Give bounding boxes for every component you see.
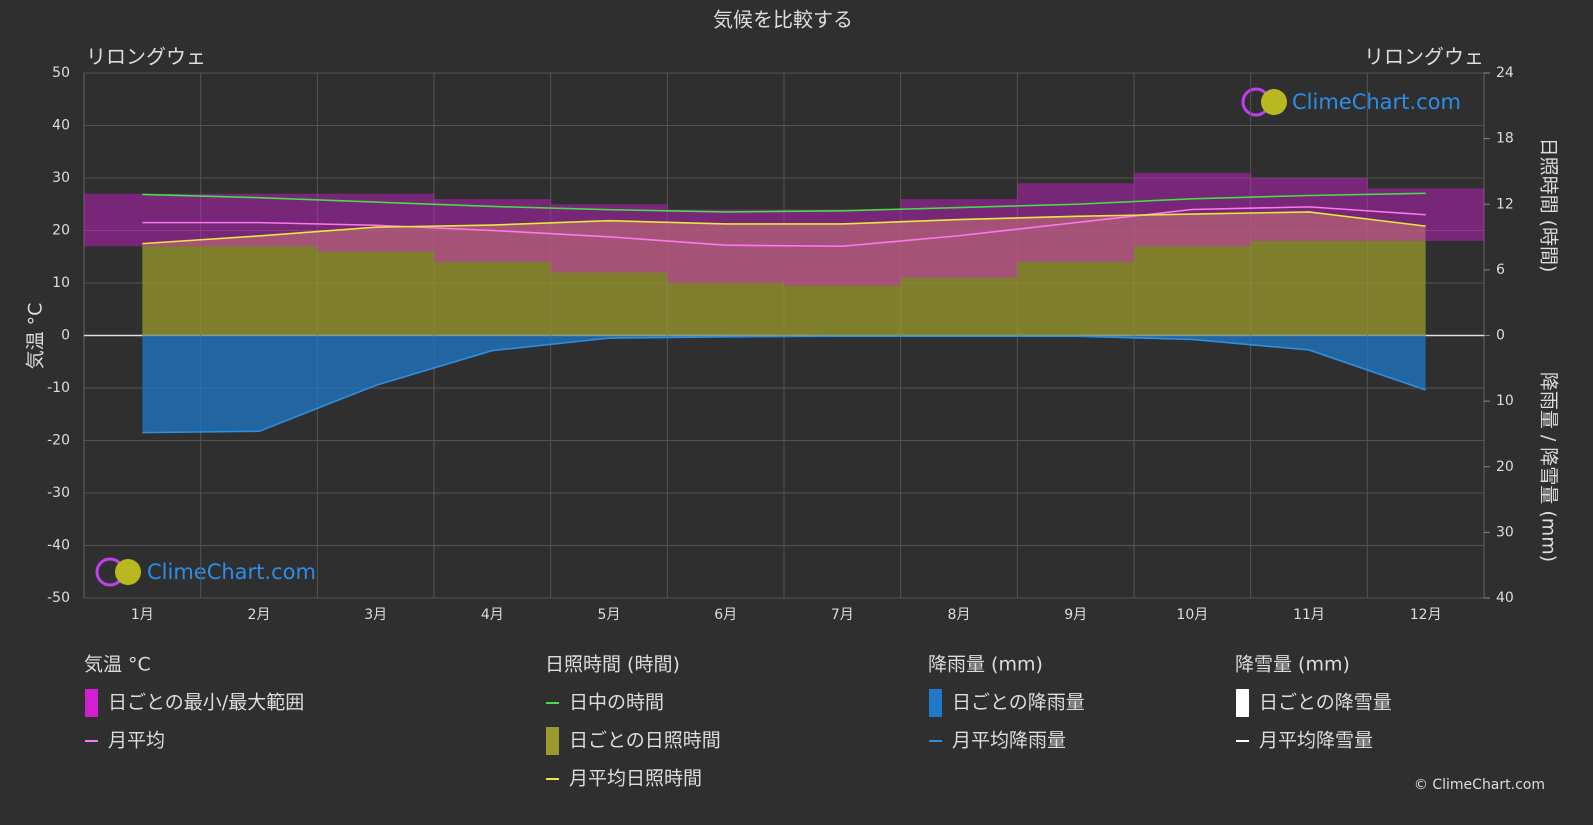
y-tick-label: -50 — [47, 590, 70, 606]
legend-label: 月平均降雨量 — [952, 730, 1066, 752]
y-axis-title: 気温 °C — [25, 303, 47, 370]
data — [84, 172, 1484, 433]
legend-title: 気温 °C — [84, 654, 151, 676]
y3-tick-label: 40 — [1496, 590, 1514, 606]
legend-title: 降雨量 (mm) — [928, 654, 1043, 676]
x-tick-label: 11月 — [1293, 607, 1325, 623]
x-tick-label: 1月 — [131, 607, 154, 623]
legend-swatch — [1236, 689, 1249, 717]
y-tick-label: -20 — [47, 433, 70, 449]
y-tick-label: -40 — [47, 538, 70, 554]
temp-range — [1367, 188, 1484, 241]
logo-sun — [115, 559, 141, 585]
y2-tick-label: 0 — [1496, 328, 1505, 344]
x-tick-label: 7月 — [831, 607, 854, 623]
chart-title: 気候を比較する — [713, 8, 853, 32]
legend-swatch — [546, 727, 559, 755]
legend-label: 月平均降雪量 — [1259, 730, 1373, 752]
x-tick-label: 10月 — [1176, 607, 1208, 623]
series-line — [142, 335, 1426, 434]
y2-tick-label: 12 — [1496, 196, 1514, 212]
y2-tick-label: 18 — [1496, 131, 1514, 147]
y2-tick-label: 24 — [1496, 65, 1514, 81]
logo — [95, 87, 1287, 587]
temp-range — [200, 193, 318, 247]
y3-tick-label: 20 — [1496, 459, 1514, 475]
x-tick-label: 3月 — [364, 607, 387, 623]
watermark: ClimeChart.com — [147, 560, 316, 584]
y3-axis-title: 降雨量 / 降雪量 (mm) — [1538, 372, 1560, 562]
x-tick-label: 12月 — [1410, 607, 1442, 623]
x-tick-label: 9月 — [1064, 607, 1087, 623]
rain-area — [142, 335, 1426, 433]
y-tick-label: 50 — [52, 65, 70, 81]
y3-tick-label: 30 — [1496, 524, 1514, 540]
x-tick-label: 6月 — [714, 607, 737, 623]
y-tick-label: 40 — [52, 118, 70, 134]
watermark: ClimeChart.com — [1292, 90, 1461, 114]
series-line — [142, 192, 1426, 213]
temp-range — [550, 204, 668, 273]
y-tick-label: 10 — [52, 275, 70, 291]
y3-tick-label: 10 — [1496, 393, 1514, 409]
y-tick-label: -30 — [47, 485, 70, 501]
y2-tick-label: 6 — [1496, 262, 1505, 278]
y2-axis-title: 日照時間 (時間) — [1538, 138, 1560, 273]
temp-range — [900, 199, 1018, 278]
temp-range — [84, 193, 201, 247]
x-tick-label: 2月 — [248, 607, 271, 623]
temp-range — [784, 209, 901, 286]
y-tick-label: 30 — [52, 170, 70, 186]
copyright: © ClimeChart.com — [1414, 777, 1545, 793]
lines — [142, 192, 1426, 434]
legend-swatch — [85, 689, 98, 717]
location-left: リロングウェ — [86, 45, 206, 69]
x-tick-label: 4月 — [481, 607, 504, 623]
y-tick-label: 20 — [52, 223, 70, 239]
logo-sun — [1261, 89, 1287, 115]
legend-swatch — [929, 689, 942, 717]
legend-label: 日ごとの最小/最大範囲 — [108, 692, 304, 714]
legend-label: 日ごとの降雪量 — [1259, 692, 1392, 714]
legend-title: 日照時間 (時間) — [545, 654, 680, 676]
legend-label: 月平均日照時間 — [569, 768, 702, 790]
legend-label: 日中の時間 — [569, 692, 664, 714]
legend-label: 日ごとの降雨量 — [952, 692, 1085, 714]
sunshine-area — [142, 211, 1426, 336]
x-tick-label: 8月 — [948, 607, 971, 623]
legend-label: 月平均 — [108, 730, 165, 752]
location-right: リロングウェ — [1364, 45, 1484, 69]
series-line — [142, 206, 1426, 248]
legend-title: 降雪量 (mm) — [1235, 654, 1350, 676]
y-tick-label: -10 — [47, 380, 70, 396]
y-tick-label: 0 — [61, 328, 70, 344]
legend-label: 日ごとの日照時間 — [569, 730, 721, 752]
x-tick-label: 5月 — [598, 607, 621, 623]
series-line — [142, 211, 1426, 245]
